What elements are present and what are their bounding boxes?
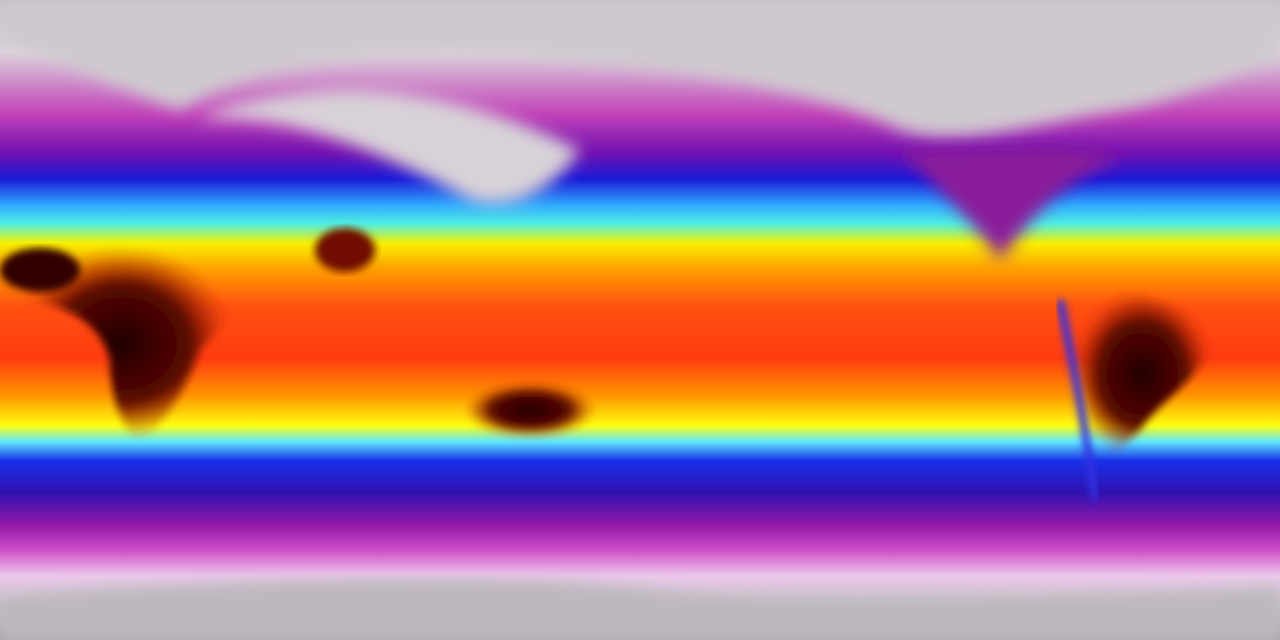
africa-hot [10, 246, 235, 440]
asia-cold [200, 90, 580, 204]
antarctica [0, 579, 1280, 640]
andes-cool [1056, 299, 1099, 501]
south-america-hot [1070, 288, 1215, 460]
northern-land [0, 0, 1280, 137]
australia-hot [465, 382, 595, 438]
sahara-hot [0, 248, 80, 292]
india-hot [315, 228, 375, 272]
north-america-cool [900, 147, 1120, 260]
